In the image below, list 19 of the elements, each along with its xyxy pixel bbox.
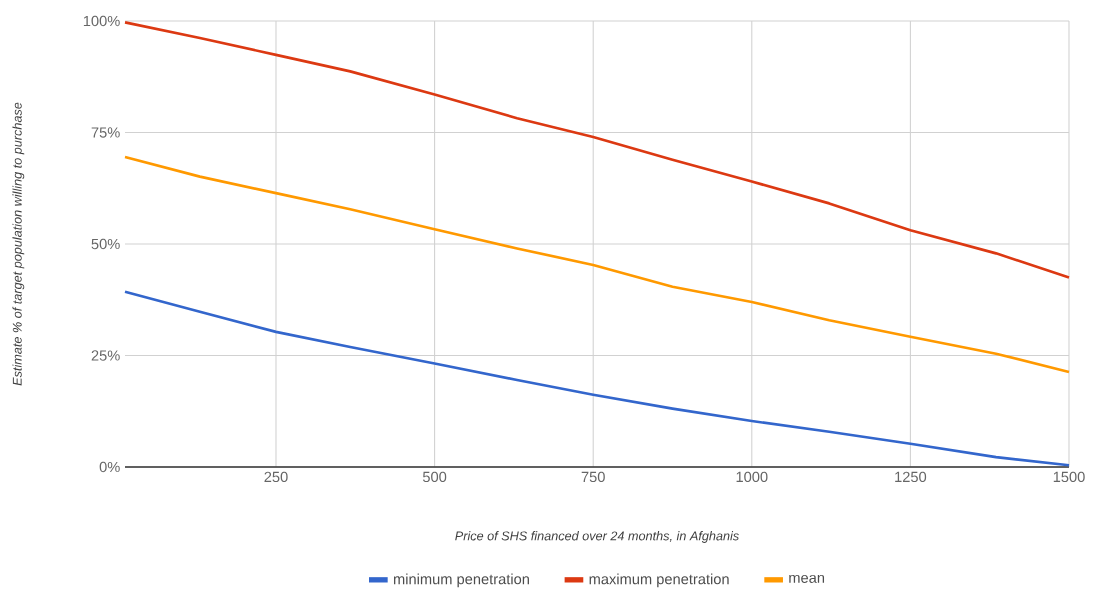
x-axis-title: Price of SHS financed over 24 months, in Afghanis [455,531,739,543]
legend-label: mean [789,574,825,583]
line-series [123,155,1071,374]
legend-label: minimum penetration [393,573,529,588]
legend-label: maximum penetration [589,573,729,588]
y-tick-label: 25% [91,350,120,361]
x-tick-label: 250 [264,471,288,483]
y-tick-label: 75% [91,127,120,138]
x-tick-label: 1000 [736,471,768,483]
y-axis-title: Estimate % of target population willing to purchase [12,102,25,386]
y-tick-label: 100% [83,15,120,27]
line-series [123,20,1071,279]
y-tick-label: 50% [91,238,120,250]
x-tick-label: 500 [422,471,447,483]
x-tick-label: 750 [581,471,605,483]
x-tick-label: 1500 [1053,471,1085,483]
y-tick-label: 0% [99,461,120,473]
line-series [123,290,1071,467]
x-tick-label: 1250 [895,471,927,483]
